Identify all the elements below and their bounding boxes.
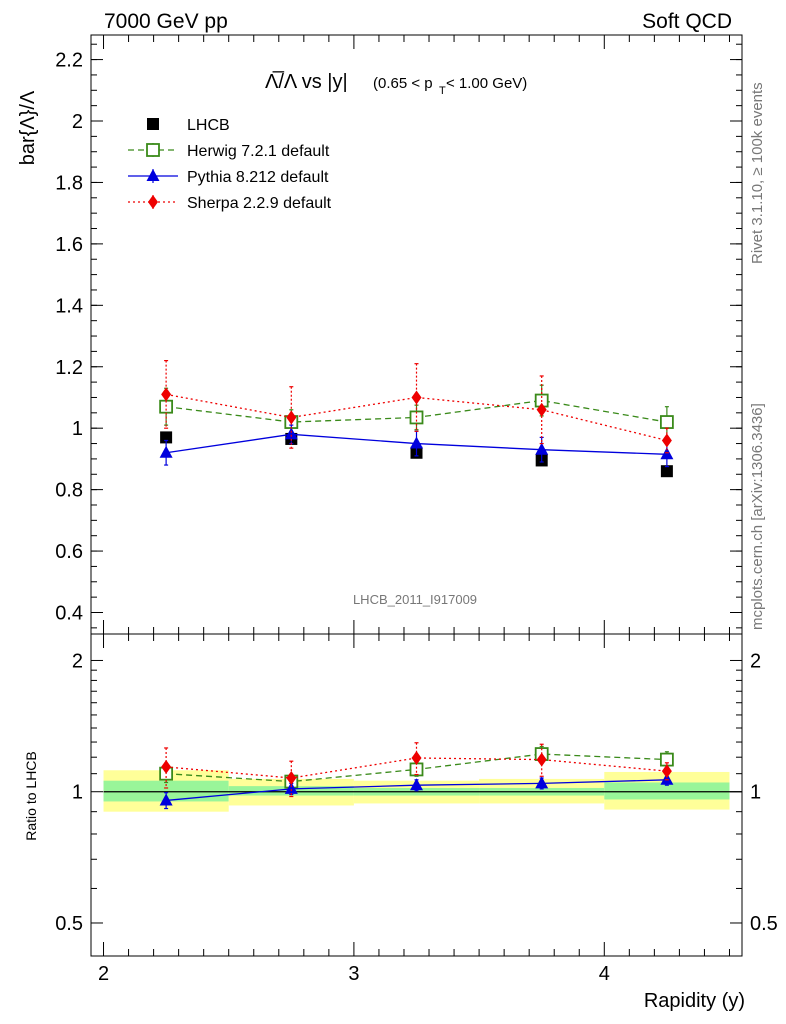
- legend-label-sherpa: Sherpa 2.2.9 default: [187, 195, 332, 212]
- main-pythia-point: [410, 436, 423, 449]
- main-lhcb-point: [660, 465, 673, 478]
- ratio-herwig-point: [409, 762, 424, 777]
- ratio-sherpa-point: [536, 752, 547, 767]
- main-ytick-label: 2.2: [55, 50, 83, 72]
- ratio-xtick-label: 2: [98, 963, 109, 985]
- main-sherpa-point: [661, 433, 672, 448]
- main-pythia-point: [159, 445, 173, 458]
- main-ylabel: bar{Λ}/Λ: [17, 90, 39, 165]
- title-cut-sub: T: [439, 85, 446, 97]
- legend-label-lhcb: LHCB: [187, 117, 230, 134]
- main-pythia-point: [284, 427, 298, 440]
- ratio-frame: [90, 633, 743, 957]
- ratio-pythia-point: [284, 781, 298, 794]
- legend-marker-sherpa: [148, 195, 158, 209]
- ratio-pythia-point: [410, 778, 423, 791]
- plot-title: Λ̅/Λ vs |y| (0.65 < p T < 1.00 GeV): [265, 70, 527, 97]
- ratio-ytick-label-right: 1: [750, 782, 761, 804]
- rivet-label: Rivet 3.1.10, ≥ 100k events: [749, 82, 766, 264]
- legend-marker-lhcb: [147, 118, 159, 130]
- legend-marker-pythia: [146, 169, 160, 181]
- ratio-xtick-label: 3: [348, 963, 359, 985]
- ratio-plot-panel: 0.5 0.5 1 1 2 2 2 3 4: [55, 633, 778, 985]
- ratio-pythia-point: [159, 793, 173, 806]
- main-ytick-label: 1: [72, 418, 83, 440]
- main-ytick-label: 1.6: [55, 234, 83, 256]
- main-ytick-label: 0.6: [55, 541, 83, 563]
- ratio-sherpa-point: [161, 759, 172, 774]
- header-left: 7000 GeV pp: [104, 10, 228, 33]
- ratio-pythia-point: [660, 772, 674, 785]
- main-sherpa-point: [286, 410, 297, 425]
- main-ytick-label: 1.8: [55, 172, 83, 194]
- ratio-ylabel: Ratio to LHCB: [23, 751, 39, 840]
- title-ratio: Λ̅/Λ vs |y|: [265, 70, 348, 93]
- header-right: Soft QCD: [642, 10, 732, 33]
- analysis-watermark: LHCB_2011_I917009: [353, 592, 477, 607]
- main-ytick-label: 1.4: [55, 295, 83, 317]
- legend-marker-herwig: [146, 143, 160, 157]
- main-ytick-label: 1.2: [55, 357, 83, 379]
- ratio-ytick-label-right: 0.5: [750, 913, 778, 935]
- ratio-sherpa-point: [411, 750, 422, 765]
- ratio-series-pythia: [159, 772, 674, 810]
- ratio-series-sherpa: [161, 742, 672, 798]
- ratio-band-inner: [103, 780, 229, 802]
- ratio-xlabel: Rapidity (y): [644, 990, 745, 1012]
- main-sherpa-point: [161, 387, 172, 402]
- ratio-xtick-label: 4: [599, 963, 610, 985]
- ratio-sherpa-point: [661, 764, 672, 779]
- ratio-sherpa-point: [286, 771, 297, 786]
- main-ytick-label: 2: [72, 111, 83, 133]
- main-sherpa-point: [536, 402, 547, 417]
- main-series-sherpa: [161, 360, 672, 454]
- main-lhcb-point: [160, 431, 173, 444]
- main-sherpa-point: [411, 390, 422, 405]
- main-series-pythia: [159, 424, 674, 468]
- main-pythia-point: [535, 442, 549, 455]
- ratio-ytick-label-right: 2: [750, 650, 761, 672]
- legend-label-pythia: Pythia 8.212 default: [187, 169, 329, 186]
- ratio-pythia-point: [535, 776, 549, 789]
- legend: LHCB Herwig 7.2.1 default Pythia 8.212 def…: [128, 117, 332, 212]
- ratio-ytick-label: 0.5: [55, 913, 83, 935]
- ratio-band-inner: [604, 782, 730, 800]
- ratio-ytick-label: 1: [72, 782, 83, 804]
- main-ytick-label: 0.4: [55, 602, 83, 624]
- main-herwig-point: [659, 415, 674, 429]
- mcplots-label: mcplots.cern.ch [arXiv:1306.3436]: [749, 403, 766, 630]
- title-cut-post: < 1.00 GeV): [446, 75, 527, 92]
- ratio-ytick-label: 2: [72, 650, 83, 672]
- main-ytick-label: 0.8: [55, 480, 83, 502]
- legend-label-herwig: Herwig 7.2.1 default: [187, 143, 330, 160]
- title-cut-pre: (0.65 < p: [373, 75, 433, 92]
- main-plot-panel: 0.4 0.6 0.8 1 1.2 1.4 1.6 1.8 2 2.2: [55, 34, 743, 635]
